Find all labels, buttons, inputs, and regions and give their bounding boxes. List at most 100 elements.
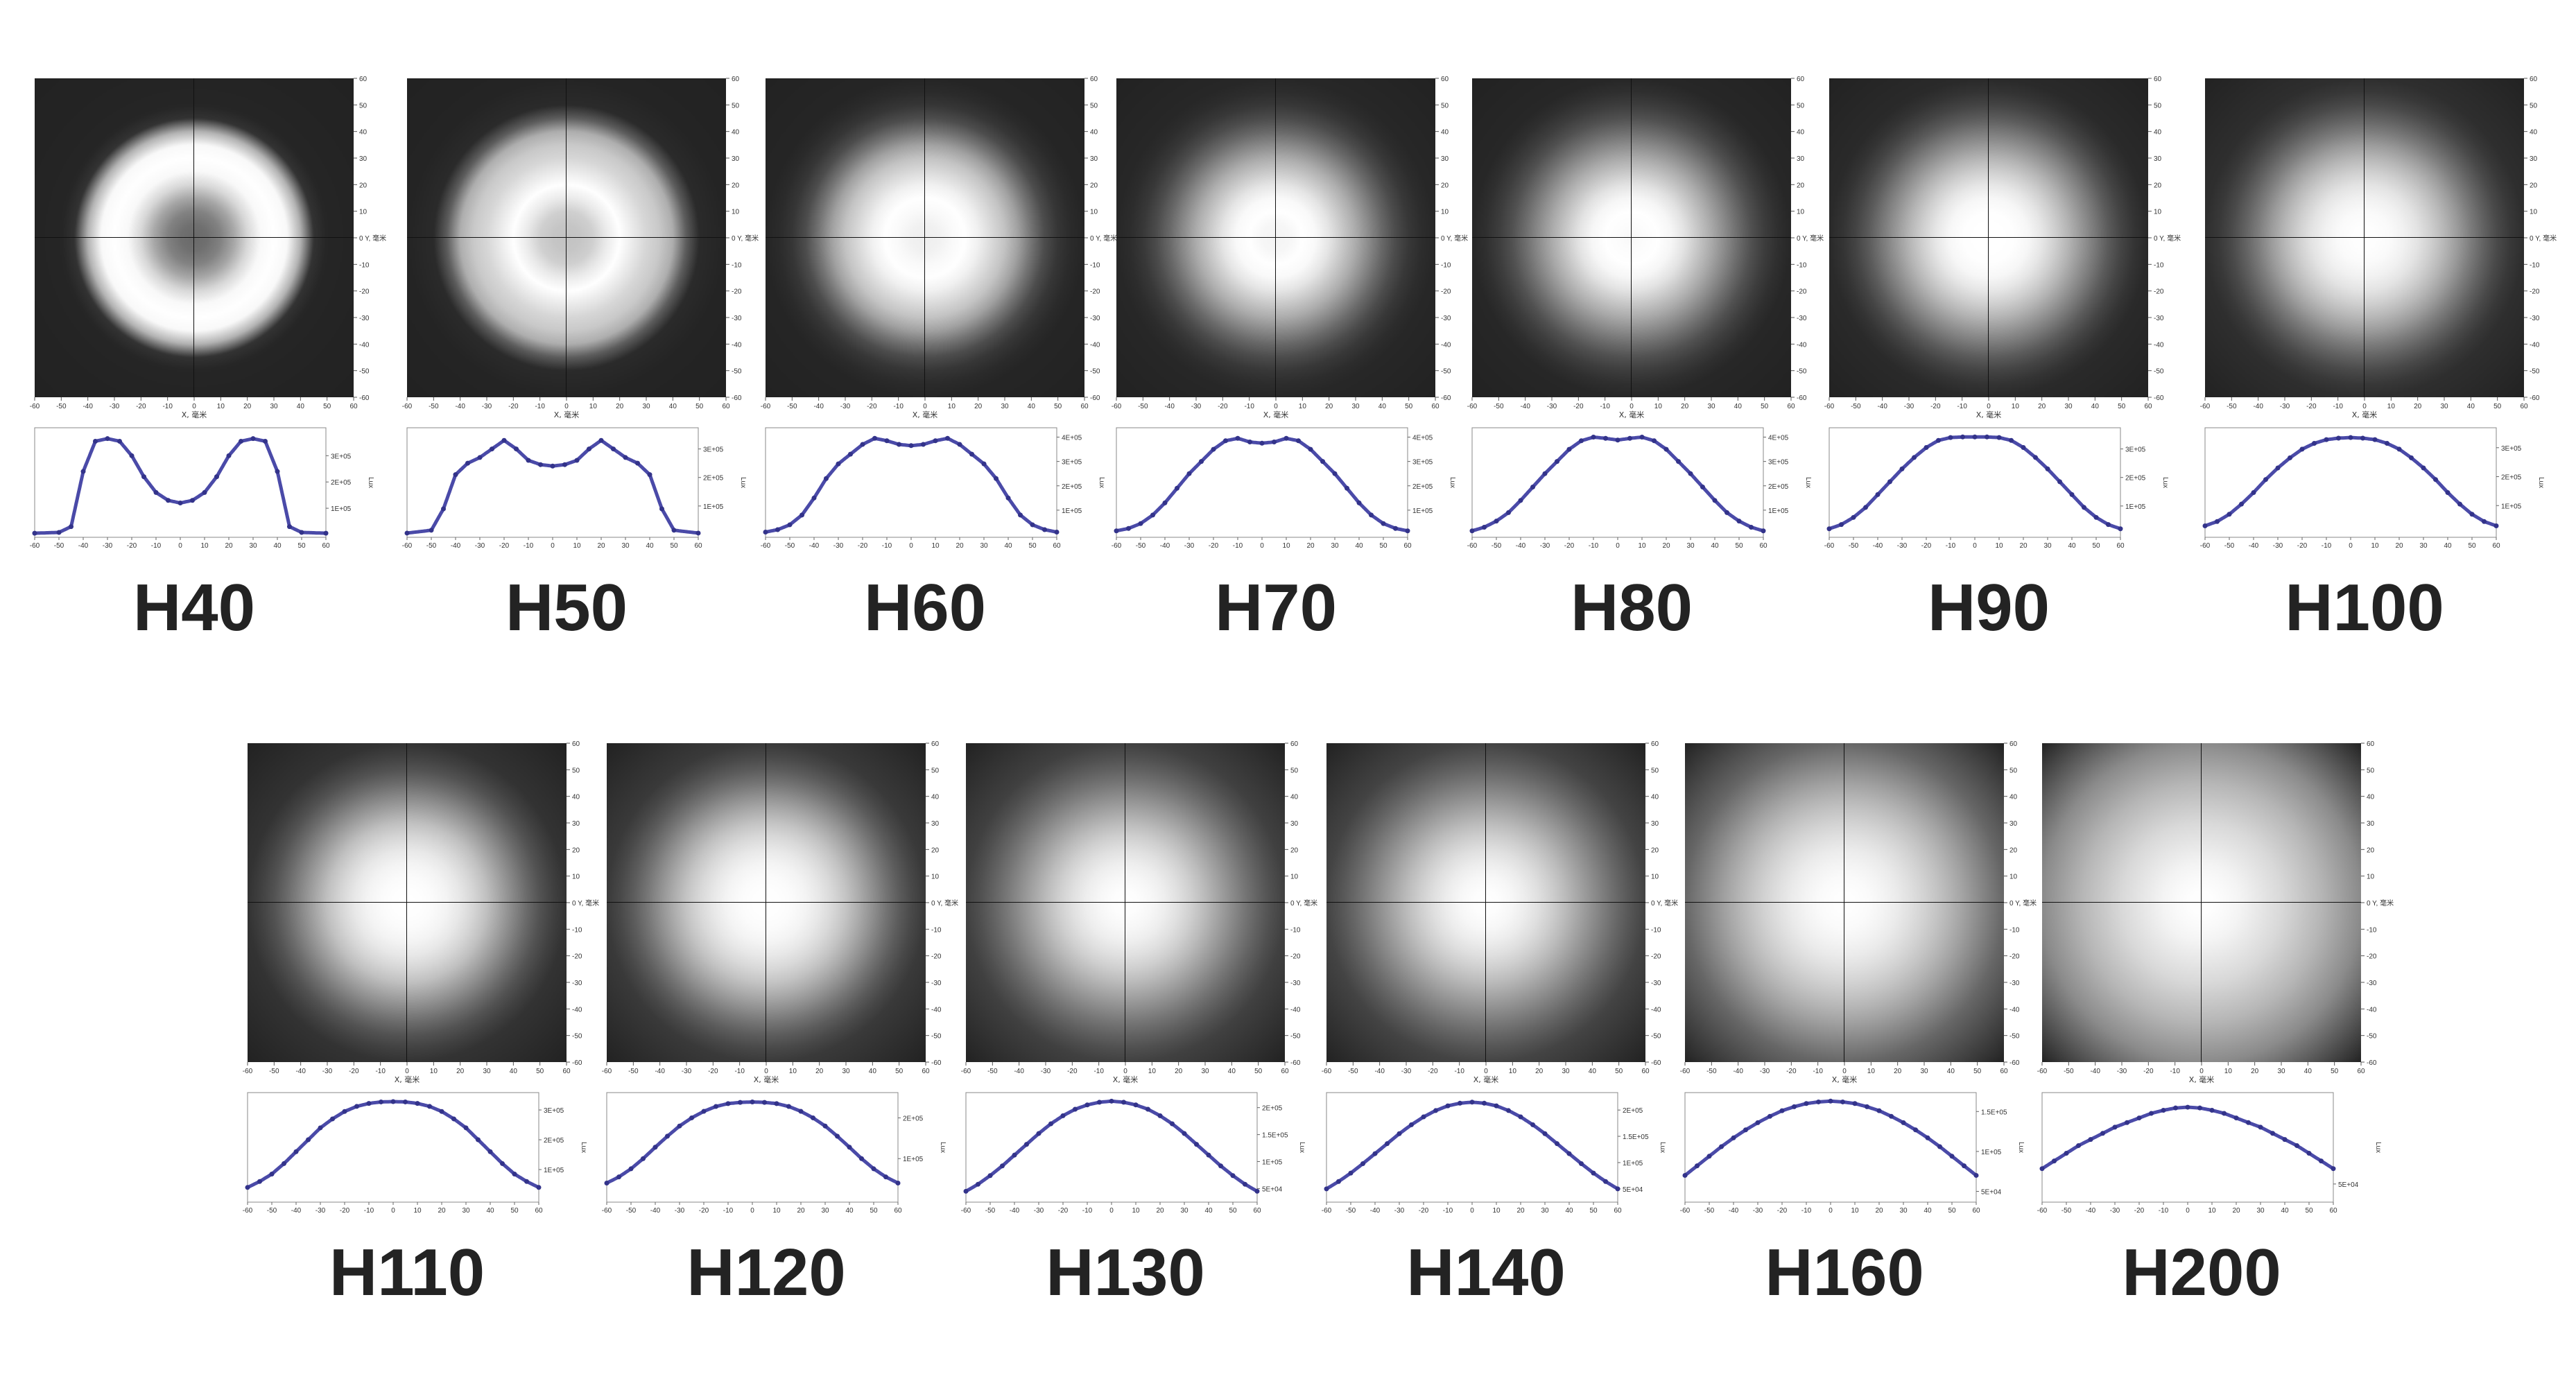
crosshair-horizontal xyxy=(248,902,567,903)
profile-y-tick-label: 1E+05 xyxy=(1412,507,1433,515)
x-tick-label: 40 xyxy=(1947,1068,1955,1075)
profile-point xyxy=(872,435,877,441)
profile-point xyxy=(2251,489,2256,495)
crosshair-horizontal xyxy=(966,902,1285,903)
profile-x-tick-label: 50 xyxy=(297,542,306,550)
profile-point xyxy=(1792,1104,1797,1109)
profile-x-tick-label: 20 xyxy=(1662,542,1670,550)
profile-y-axis-label: Lux xyxy=(1298,1142,1306,1153)
profile-point xyxy=(635,460,640,466)
profile-point xyxy=(1469,528,1475,534)
profile-point xyxy=(725,1101,731,1106)
y-tick-label: 50 xyxy=(1090,102,1098,110)
y-tick-label: -10 xyxy=(2530,261,2540,269)
profile-x-tick-label: -20 xyxy=(499,542,510,550)
x-tick-label: -30 xyxy=(840,403,851,410)
x-tick-label: 0 xyxy=(2199,1068,2204,1075)
x-tick-label: 0 xyxy=(564,403,569,410)
profile-point xyxy=(677,1123,682,1129)
x-tick-label: -40 xyxy=(2090,1068,2100,1075)
profile-x-tick-label: 30 xyxy=(1180,1207,1188,1215)
x-tick-label: -10 xyxy=(375,1068,386,1075)
profile-point xyxy=(2088,1137,2093,1143)
profile-point xyxy=(957,442,962,447)
heatmap-axes: -60 -50 -40 -30 -20 -10 0 10 20 30 40 50 60 X, 毫米 60 50… xyxy=(1322,740,1678,1084)
x-tick-label: 10 xyxy=(589,403,598,410)
profile-point xyxy=(775,527,780,532)
profile-point xyxy=(921,442,926,447)
profile-y-axis-label: Lux xyxy=(2537,477,2545,488)
y-axis-label: 0 Y, 毫米 xyxy=(1441,234,1468,243)
y-tick-label: 10 xyxy=(1090,209,1098,216)
x-tick-label: -60 xyxy=(402,403,413,410)
x-tick-label: 30 xyxy=(1920,1068,1928,1075)
profile-point xyxy=(1162,500,1168,505)
profile-x-tick-label: -20 xyxy=(699,1207,709,1215)
profile-point xyxy=(1518,1114,1523,1120)
profile-x-tick-label: 30 xyxy=(1541,1207,1549,1215)
y-tick-label: -60 xyxy=(732,394,742,402)
x-tick-label: -20 xyxy=(708,1068,718,1075)
illuminance-profile: -60 -50 -40 -30 -20 -10 0 10 20 30 40 50 60 2E+05 1E+0… xyxy=(602,1092,946,1215)
profile-point xyxy=(1114,528,1119,534)
y-tick-label: -60 xyxy=(1797,394,1807,402)
profile-point xyxy=(1925,1135,1930,1140)
profile-y-tick-label: 3E+05 xyxy=(703,446,724,454)
y-tick-label: 50 xyxy=(931,767,940,774)
profile-x-tick-label: -30 xyxy=(475,542,485,550)
y-tick-label: 60 xyxy=(2367,740,2375,748)
y-tick-label: 50 xyxy=(1797,102,1805,110)
profile-point xyxy=(1409,1122,1414,1127)
profile-point xyxy=(390,1099,396,1104)
profile-x-tick-label: 40 xyxy=(2281,1207,2289,1215)
profile-y-tick-label: 3E+05 xyxy=(2501,445,2522,453)
irradiance-heatmap xyxy=(2205,78,2524,397)
profile-x-tick-label: 20 xyxy=(2395,542,2403,550)
x-tick-label: -40 xyxy=(1733,1068,1743,1075)
illuminance-profile: -60 -50 -40 -30 -20 -10 0 10 20 30 40 50 60 3E+05 2E+0… xyxy=(30,427,374,550)
y-tick-label: 60 xyxy=(572,740,580,748)
y-tick-label: 10 xyxy=(931,874,940,881)
x-tick-label: 40 xyxy=(1734,403,1743,410)
x-tick-label: -20 xyxy=(2306,403,2317,410)
profile-point xyxy=(1345,485,1349,491)
y-tick-label: -60 xyxy=(1441,394,1451,402)
profile-point xyxy=(860,442,865,447)
profile-x-tick-label: -20 xyxy=(1058,1207,1069,1215)
x-tick-label: 20 xyxy=(616,403,624,410)
x-tick-label: 40 xyxy=(1589,1068,1597,1075)
x-axis-label: X, 毫米 xyxy=(2189,1075,2215,1084)
profile-x-tick-label: 50 xyxy=(670,542,678,550)
profile-x-tick-label: -60 xyxy=(1467,542,1478,550)
profile-x-tick-label: -50 xyxy=(267,1207,277,1215)
profile-point xyxy=(2239,501,2244,507)
profile-y-tick-label: 5E+04 xyxy=(1981,1188,2002,1196)
profile-y-tick-label: 3E+05 xyxy=(544,1107,564,1115)
y-tick-label: 40 xyxy=(1090,129,1098,137)
y-tick-label: -20 xyxy=(572,953,582,961)
x-tick-label: 40 xyxy=(1028,403,1036,410)
x-tick-label: -60 xyxy=(1824,403,1835,410)
profile-x-tick-label: 0 xyxy=(1829,1207,1833,1215)
profile-point xyxy=(2445,489,2450,495)
profile-x-tick-label: 40 xyxy=(486,1207,494,1215)
profile-x-tick-label: 40 xyxy=(1711,542,1719,550)
crosshair-vertical xyxy=(566,78,567,397)
profile-x-tick-label: -30 xyxy=(833,542,844,550)
profile-x-tick-label: 30 xyxy=(1331,542,1339,550)
x-tick-label: 40 xyxy=(2467,403,2475,410)
y-axis-label: 0 Y, 毫米 xyxy=(2154,234,2181,243)
profile-point xyxy=(1743,1127,1748,1133)
profile-x-tick-label: -10 xyxy=(524,542,534,550)
profile-point xyxy=(824,476,829,481)
x-tick-label: 50 xyxy=(695,403,704,410)
profile-point xyxy=(847,1145,852,1150)
profile-point xyxy=(2275,465,2281,471)
profile-point xyxy=(1199,459,1204,464)
heatmap-canvas xyxy=(766,78,1084,397)
irradiance-heatmap xyxy=(35,78,354,397)
profile-point xyxy=(2209,1108,2215,1113)
profile-x-tick-label: 30 xyxy=(1686,542,1695,550)
x-tick-label: -30 xyxy=(682,1068,692,1075)
profile-point xyxy=(1138,521,1143,526)
